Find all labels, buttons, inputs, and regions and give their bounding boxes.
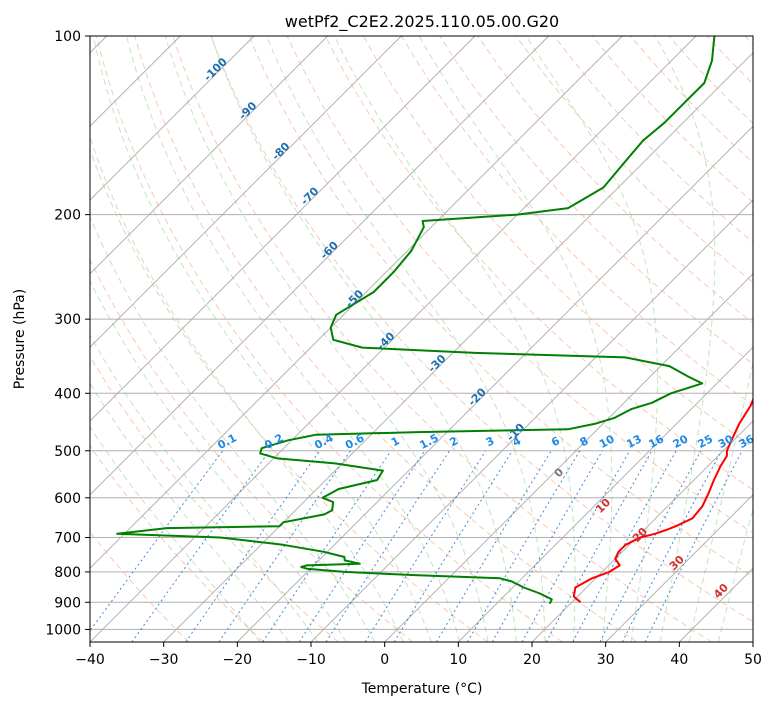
isotherm-line	[457, 346, 753, 642]
moist-adiabat-line	[90, 135, 404, 642]
y-tick-label: 200	[54, 208, 81, 224]
moist-adiabat-line	[210, 36, 517, 642]
y-tick-label: 1000	[45, 622, 81, 638]
y-tick-label: 900	[54, 595, 81, 611]
plot-frame	[89, 35, 754, 643]
moist-adiabat-line	[90, 279, 347, 642]
dry-adiabat-line	[248, 36, 753, 578]
y-tick-label: 700	[54, 531, 81, 547]
dewpoint-profile-line	[116, 36, 716, 605]
isotherm-line	[90, 36, 550, 496]
moist-adiabat-line	[90, 215, 376, 642]
mixing-ratio-line	[131, 450, 271, 642]
mixing-ratio-line	[185, 450, 321, 642]
mixing-ratio-line	[521, 450, 631, 642]
dry-adiabat-line	[324, 36, 753, 491]
x-tick-label: 0	[380, 652, 389, 668]
dry-adiabat-line	[210, 36, 753, 623]
temperature-profile-line	[572, 397, 753, 604]
moist-adiabat-line	[654, 36, 716, 642]
moist-adiabat-line	[90, 426, 261, 642]
isotherm-line	[90, 36, 476, 422]
x-tick-label: 40	[670, 652, 688, 668]
moist-adiabat-line	[90, 334, 319, 642]
mixing-ratio-line	[298, 450, 426, 642]
isotherm-line	[236, 125, 753, 642]
mixing-ratio-label: 30	[716, 432, 736, 451]
moist-adiabat-line	[90, 382, 290, 642]
mixing-ratio-line	[467, 450, 581, 642]
chart-title: wetPf2_C2E2.2025.110.05.00.G20	[285, 12, 559, 32]
x-tick-label: 10	[449, 652, 467, 668]
mixing-ratio-line	[491, 450, 603, 642]
isotherm-line	[90, 36, 623, 569]
dry-adiabat-line	[286, 36, 753, 534]
x-tick-label: 50	[744, 652, 762, 668]
x-axis: −40 −30 −20 −10 0 10 20 30 40 50	[75, 642, 762, 668]
dry-adiabat-line	[477, 36, 753, 324]
moist-adiabat-line	[688, 360, 753, 642]
dry-adiabat-line	[90, 445, 264, 642]
mixing-ratio-label: 36	[737, 432, 757, 451]
isotherm-line	[384, 273, 753, 642]
mixing-ratio-line	[325, 450, 451, 642]
mixing-ratio-line	[90, 450, 224, 632]
x-tick-label: −30	[149, 652, 179, 668]
dry-adiabat-line	[134, 36, 638, 642]
dry-adiabat-line	[172, 36, 712, 642]
data-series	[116, 36, 753, 605]
y-tick-label: 400	[54, 386, 81, 402]
y-tick-label: 500	[54, 444, 81, 460]
isotherm-line	[90, 36, 255, 201]
mixing-ratio-label: 20	[671, 432, 691, 451]
dry-adiabat-line	[96, 36, 563, 642]
moist-adiabat-line	[266, 36, 546, 642]
y-tick-label: 100	[54, 29, 81, 45]
mixing-ratio-line	[599, 450, 702, 642]
mixing-ratio-line	[435, 450, 552, 642]
mixing-ratio-label: 13	[624, 432, 644, 451]
y-tick-label: 600	[54, 491, 81, 507]
mixing-ratio-line	[393, 450, 513, 642]
dry-adiabat-line	[515, 36, 753, 284]
dry-adiabat-line	[90, 258, 414, 642]
mixing-ratio-line	[545, 450, 653, 642]
x-tick-label: −10	[296, 652, 326, 668]
isotherm-line	[90, 36, 697, 642]
y-tick-label: 300	[54, 312, 81, 328]
mixing-ratio-label: 25	[695, 432, 715, 451]
moist-adiabat-line	[525, 36, 659, 642]
mixing-ratio-line	[621, 450, 722, 642]
mixing-ratio-label: 16	[646, 432, 666, 451]
mixing-ratio-line	[644, 450, 743, 642]
mixing-ratio-line	[572, 450, 677, 642]
isotherm-line	[605, 494, 753, 642]
isotherm-line	[90, 36, 329, 275]
moist-adiabat-line	[92, 36, 432, 642]
y-axis-title: Pressure (hPa)	[12, 289, 28, 389]
background-lines	[90, 36, 753, 642]
moist-adiabat-line	[717, 507, 753, 642]
moist-adiabat-line	[164, 36, 489, 642]
y-tick-label: 800	[54, 565, 81, 581]
x-axis-title: Temperature (°C)	[361, 681, 483, 697]
mixing-ratio-label: 10	[597, 432, 617, 451]
moist-adiabat-line	[334, 36, 576, 642]
y-axis: 100 200 300 400 500 600 700 800 900 1000	[45, 29, 90, 638]
x-tick-label: 30	[597, 652, 615, 668]
moist-adiabat-line	[418, 36, 613, 642]
isotherm-line	[163, 52, 753, 642]
x-tick-label: −20	[223, 652, 253, 668]
isotherm-line	[90, 36, 402, 348]
x-tick-label: −40	[75, 652, 105, 668]
x-tick-label: 20	[523, 652, 541, 668]
moist-adiabat-line	[126, 36, 461, 642]
